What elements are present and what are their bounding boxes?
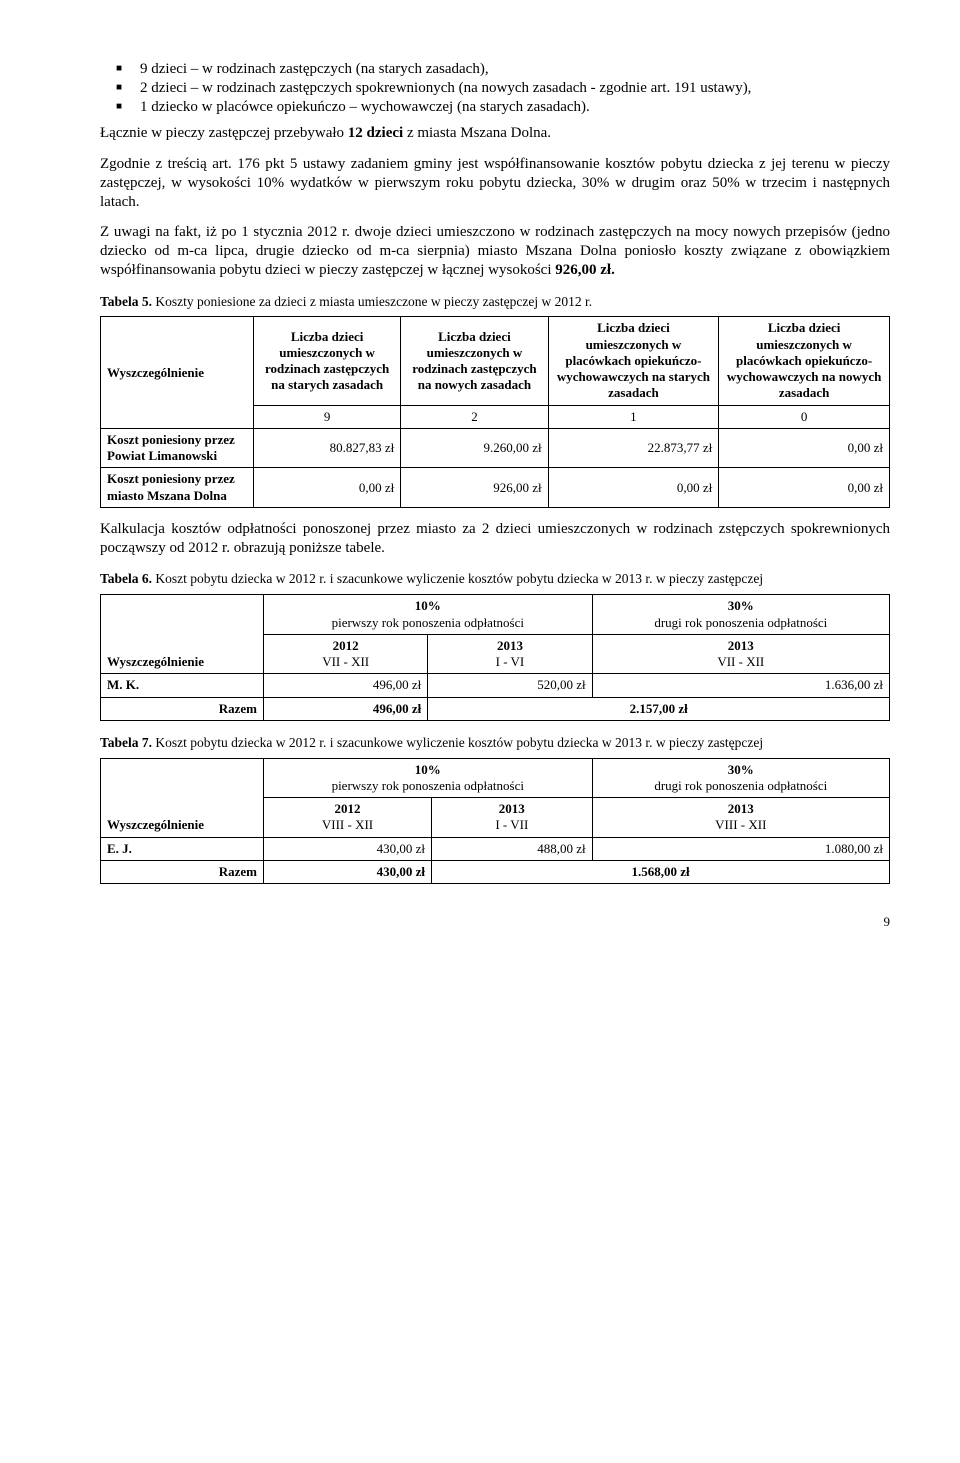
cell: 0 — [719, 405, 890, 428]
col-header: 30% drugi rok ponoszenia odpłatności — [592, 595, 889, 635]
cell: 496,00 zł — [264, 674, 428, 697]
cell: 80.827,83 zł — [254, 428, 401, 468]
paragraph: Zgodnie z treścią art. 176 pkt 5 ustawy … — [100, 155, 890, 211]
cell: 0,00 zł — [548, 468, 719, 508]
col-header: 2013 VIII - XII — [592, 798, 889, 838]
row-label: E. J. — [101, 837, 264, 860]
cell: 0,00 zł — [719, 468, 890, 508]
bullet-item: 9 dzieci – w rodzinach zastępczych (na s… — [140, 60, 890, 79]
text: Z uwagi na fakt, iż po 1 stycznia 2012 r… — [100, 224, 890, 278]
col-header: Liczba dzieci umieszczonych w placówkach… — [548, 317, 719, 405]
table-caption: Tabela 7. Koszt pobytu dziecka w 2012 r.… — [100, 735, 890, 752]
text: Łącznie w pieczy zastępczej przebywało — [100, 125, 348, 141]
text: 2012 — [335, 801, 361, 816]
col-header: 10% pierwszy rok ponoszenia odpłatności — [264, 595, 593, 635]
cell: 430,00 zł — [264, 837, 432, 860]
col-header: Liczba dzieci umieszczonych w rodzinach … — [254, 317, 401, 405]
text-bold: 926,00 zł. — [555, 262, 615, 278]
text: 2013 — [497, 638, 523, 653]
col-header: 10% pierwszy rok ponoszenia odpłatności — [264, 758, 593, 798]
caption-label: Tabela 6. — [100, 571, 152, 586]
cell: 1.568,00 zł — [432, 860, 890, 883]
text: 2013 — [499, 801, 525, 816]
text: pierwszy rok ponoszenia odpłatności — [270, 778, 586, 794]
col-header: 2012 VIII - XII — [264, 798, 432, 838]
cell: 0,00 zł — [254, 468, 401, 508]
cell: 1 — [548, 405, 719, 428]
col-header: 2013 I - VII — [432, 798, 593, 838]
row-label-total: Razem — [101, 697, 264, 720]
cell: 2 — [401, 405, 548, 428]
col-header: Wyszczególnienie — [101, 758, 264, 837]
text: z miasta Mszana Dolna. — [407, 125, 551, 141]
cell: 926,00 zł — [401, 468, 548, 508]
row-label-total: Razem — [101, 860, 264, 883]
text: 2012 — [333, 638, 359, 653]
table-7: Wyszczególnienie 10% pierwszy rok ponosz… — [100, 758, 890, 885]
text: VIII - XII — [599, 817, 883, 833]
table-caption: Tabela 5. Koszty poniesione za dzieci z … — [100, 294, 890, 311]
col-header: 2013 I - VI — [428, 634, 592, 674]
col-header: 2013 VII - XII — [592, 634, 889, 674]
col-header: Wyszczególnienie — [101, 317, 254, 429]
row-label: Koszt poniesiony przez Powiat Limanowski — [101, 428, 254, 468]
cell: 430,00 zł — [264, 860, 432, 883]
table-5: Wyszczególnienie Liczba dzieci umieszczo… — [100, 316, 890, 508]
text-bold: 12 dzieci — [348, 125, 407, 141]
caption-label: Tabela 5. — [100, 294, 152, 309]
bullet-list: 9 dzieci – w rodzinach zastępczych (na s… — [100, 60, 890, 116]
row-label: Koszt poniesiony przez miasto Mszana Dol… — [101, 468, 254, 508]
text: VII - XII — [270, 654, 421, 670]
col-header: 30% drugi rok ponoszenia odpłatności — [592, 758, 889, 798]
cell: 22.873,77 zł — [548, 428, 719, 468]
col-header: 2012 VII - XII — [264, 634, 428, 674]
caption-label: Tabela 7. — [100, 735, 152, 750]
paragraph: Z uwagi na fakt, iż po 1 stycznia 2012 r… — [100, 223, 890, 279]
row-label: M. K. — [101, 674, 264, 697]
text: I - VII — [438, 817, 586, 833]
caption-text: Koszt pobytu dziecka w 2012 r. i szacunk… — [152, 571, 763, 586]
text: 2013 — [728, 638, 754, 653]
caption-text: Koszt pobytu dziecka w 2012 r. i szacunk… — [152, 735, 763, 750]
text: 2013 — [728, 801, 754, 816]
cell: 9 — [254, 405, 401, 428]
cell: 1.636,00 zł — [592, 674, 889, 697]
text: VIII - XII — [270, 817, 425, 833]
table-6: Wyszczególnienie 10% pierwszy rok ponosz… — [100, 594, 890, 721]
col-header: Liczba dzieci umieszczonych w rodzinach … — [401, 317, 548, 405]
col-header: Liczba dzieci umieszczonych w placówkach… — [719, 317, 890, 405]
text: I - VI — [434, 654, 585, 670]
text: 30% — [728, 762, 754, 777]
text: drugi rok ponoszenia odpłatności — [599, 615, 883, 631]
col-header: Wyszczególnienie — [101, 595, 264, 674]
paragraph: Łącznie w pieczy zastępczej przebywało 1… — [100, 124, 890, 143]
table-caption: Tabela 6. Koszt pobytu dziecka w 2012 r.… — [100, 571, 890, 588]
text: 10% — [415, 762, 441, 777]
cell: 496,00 zł — [264, 697, 428, 720]
bullet-item: 1 dziecko w placówce opiekuńczo – wychow… — [140, 98, 890, 117]
cell: 520,00 zł — [428, 674, 592, 697]
cell: 9.260,00 zł — [401, 428, 548, 468]
paragraph: Kalkulacja kosztów odpłatności ponoszone… — [100, 520, 890, 558]
cell: 1.080,00 zł — [592, 837, 889, 860]
text: drugi rok ponoszenia odpłatności — [599, 778, 883, 794]
page-number: 9 — [100, 914, 890, 930]
text: pierwszy rok ponoszenia odpłatności — [270, 615, 586, 631]
text: VII - XII — [599, 654, 883, 670]
caption-text: Koszty poniesione za dzieci z miasta umi… — [152, 294, 592, 309]
bullet-item: 2 dzieci – w rodzinach zastępczych spokr… — [140, 79, 890, 98]
text: 10% — [415, 598, 441, 613]
cell: 0,00 zł — [719, 428, 890, 468]
cell: 2.157,00 zł — [428, 697, 890, 720]
text: 30% — [728, 598, 754, 613]
cell: 488,00 zł — [432, 837, 593, 860]
